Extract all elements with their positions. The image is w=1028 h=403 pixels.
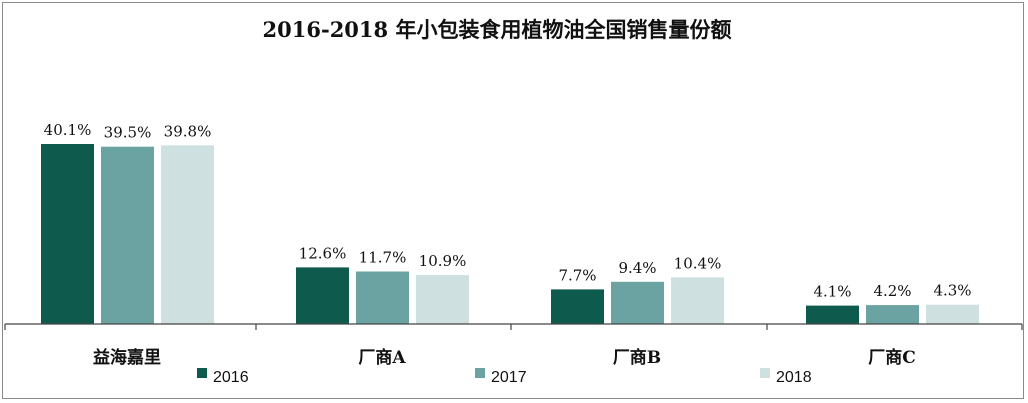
data-label: 10.4% [674, 254, 722, 272]
data-label: 12.6% [299, 244, 347, 262]
category-label: 益海嘉里 [93, 347, 161, 368]
bar-2018 [161, 145, 214, 324]
bar-2016 [551, 289, 604, 324]
bars-group [41, 144, 979, 324]
category-label: 厂商C [868, 347, 916, 368]
bar-2018 [671, 277, 724, 324]
legend-label: 2017 [491, 369, 527, 386]
legend-label: 2016 [213, 369, 249, 386]
data-label: 9.4% [618, 259, 656, 277]
chart-title: 2016-2018 年小包装食用植物油全国销售量份额 [263, 17, 732, 42]
bar-2017 [866, 305, 919, 324]
category-labels-group: 益海嘉里 厂商A 厂商B 厂商C [93, 347, 916, 368]
x-axis [4, 323, 1023, 330]
legend: 2016 2017 2018 [197, 368, 812, 386]
bar-2017 [101, 146, 154, 324]
data-label: 39.8% [164, 122, 212, 140]
bar-2018 [416, 275, 469, 324]
bar-2017 [356, 271, 409, 324]
legend-swatch-2016 [197, 368, 207, 378]
bar-2017 [611, 281, 664, 324]
bar-2016 [296, 267, 349, 324]
data-label: 4.3% [933, 282, 971, 300]
bar-2016 [806, 305, 859, 324]
data-label: 40.1% [44, 121, 92, 139]
data-label: 4.1% [813, 283, 851, 301]
data-labels-group: 40.1% 39.5% 39.8% 12.6% 11.7% 10.9% 7.7% 9.4% 10… [44, 121, 972, 301]
legend-swatch-2018 [760, 368, 770, 378]
data-label: 39.5% [104, 124, 152, 142]
data-label: 4.2% [873, 282, 911, 300]
legend-label: 2018 [776, 369, 812, 386]
data-label: 7.7% [558, 266, 596, 284]
bar-2016 [41, 144, 94, 324]
data-label: 11.7% [359, 249, 407, 267]
category-label: 厂商B [613, 347, 661, 368]
legend-swatch-2017 [475, 368, 485, 378]
category-label: 厂商A [358, 347, 406, 368]
bar-2018 [926, 304, 979, 324]
data-label: 10.9% [419, 252, 467, 270]
